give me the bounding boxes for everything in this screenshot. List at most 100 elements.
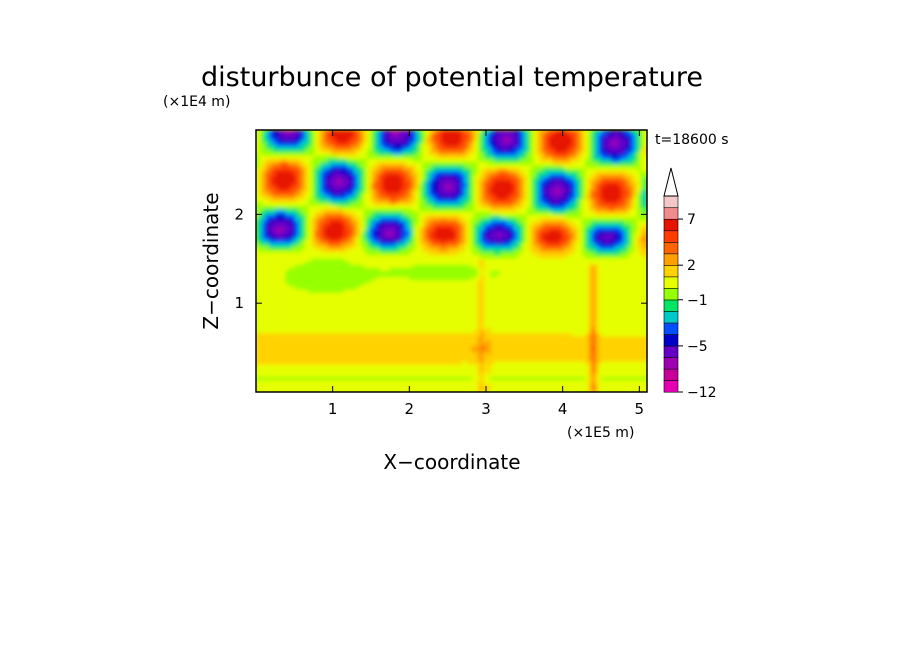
field-cell	[458, 370, 462, 374]
field-cell	[627, 345, 632, 349]
field-cell	[572, 373, 576, 378]
field-cell	[549, 360, 554, 365]
field-cell	[334, 382, 339, 387]
field-cell	[607, 342, 612, 346]
field-cell	[383, 345, 387, 349]
field-cell	[523, 373, 528, 378]
field-cell	[392, 388, 397, 392]
field-cell	[611, 342, 616, 346]
field-cell	[523, 342, 528, 346]
field-cell	[295, 345, 299, 349]
field-cell	[278, 367, 283, 371]
field-cell	[272, 354, 277, 359]
field-cell	[353, 370, 358, 374]
field-cell	[343, 338, 348, 343]
field-cell	[526, 382, 531, 387]
field-cell	[627, 342, 632, 346]
field-cell	[480, 351, 485, 356]
field-cell	[532, 357, 537, 362]
field-cell	[506, 354, 511, 359]
field-cell	[265, 379, 270, 384]
field-cell	[633, 351, 638, 356]
field-cell	[516, 367, 521, 371]
field-cell	[480, 338, 485, 343]
field-cell	[376, 388, 381, 392]
field-cell	[386, 348, 391, 353]
field-cell	[637, 373, 642, 378]
field-cell	[340, 382, 345, 387]
field-cell	[627, 379, 632, 384]
field-cell	[370, 367, 374, 371]
field-cell	[526, 363, 531, 368]
field-cell	[474, 348, 479, 353]
field-cell	[565, 357, 570, 362]
field-cell	[275, 367, 280, 371]
field-cell	[396, 388, 400, 392]
field-cell	[542, 354, 547, 359]
field-cell	[493, 357, 498, 362]
field-cell	[500, 382, 505, 387]
field-cell	[461, 385, 466, 390]
field-cell	[357, 354, 361, 359]
field-cell	[565, 348, 570, 353]
field-cell	[366, 360, 371, 365]
field-cell	[510, 357, 515, 362]
field-cell	[389, 351, 394, 356]
field-cell	[444, 382, 449, 387]
field-cell	[282, 376, 286, 381]
field-cell	[620, 367, 625, 371]
field-cell	[594, 382, 599, 387]
field-cell	[601, 345, 606, 349]
field-cell	[379, 348, 384, 353]
field-cell	[526, 351, 531, 356]
field-cell	[405, 363, 410, 368]
field-cell	[614, 348, 619, 353]
field-cell	[435, 382, 440, 387]
field-cell	[373, 373, 378, 378]
field-cell	[448, 376, 453, 381]
field-cell	[516, 379, 521, 384]
field-cell	[526, 354, 531, 359]
field-cell	[503, 338, 508, 343]
field-cell	[604, 360, 609, 365]
field-cell	[324, 360, 329, 365]
field-cell	[529, 388, 534, 392]
field-cell	[506, 373, 511, 378]
field-cell	[633, 382, 638, 387]
field-cell	[588, 379, 593, 384]
field-cell	[373, 367, 378, 371]
field-cell	[640, 348, 645, 353]
field-cell	[383, 382, 387, 387]
field-cell	[461, 379, 466, 384]
field-cell	[428, 354, 433, 359]
field-cell	[317, 373, 322, 378]
field-cell	[545, 360, 550, 365]
field-cell	[643, 388, 647, 392]
field-cell	[347, 373, 352, 378]
field-cell	[327, 379, 332, 384]
field-cell	[376, 342, 381, 346]
field-cell	[262, 379, 267, 384]
field-cell	[601, 348, 606, 353]
field-cell	[565, 376, 570, 381]
field-cell	[611, 348, 616, 353]
field-cell	[330, 370, 335, 374]
field-cell	[565, 360, 570, 365]
field-cell	[282, 370, 286, 374]
field-cell	[376, 367, 381, 371]
field-cell	[347, 345, 352, 349]
field-cell	[308, 382, 312, 387]
field-cell	[360, 373, 365, 378]
field-cell	[493, 351, 498, 356]
field-cell	[451, 360, 456, 365]
field-cell	[624, 373, 629, 378]
field-cell	[269, 370, 273, 374]
field-cell	[555, 338, 560, 343]
field-cell	[412, 354, 417, 359]
field-cell	[317, 382, 322, 387]
field-cell	[340, 388, 345, 392]
field-cell	[272, 367, 277, 371]
field-cell	[441, 382, 446, 387]
field-cell	[317, 354, 322, 359]
field-cell	[314, 373, 319, 378]
